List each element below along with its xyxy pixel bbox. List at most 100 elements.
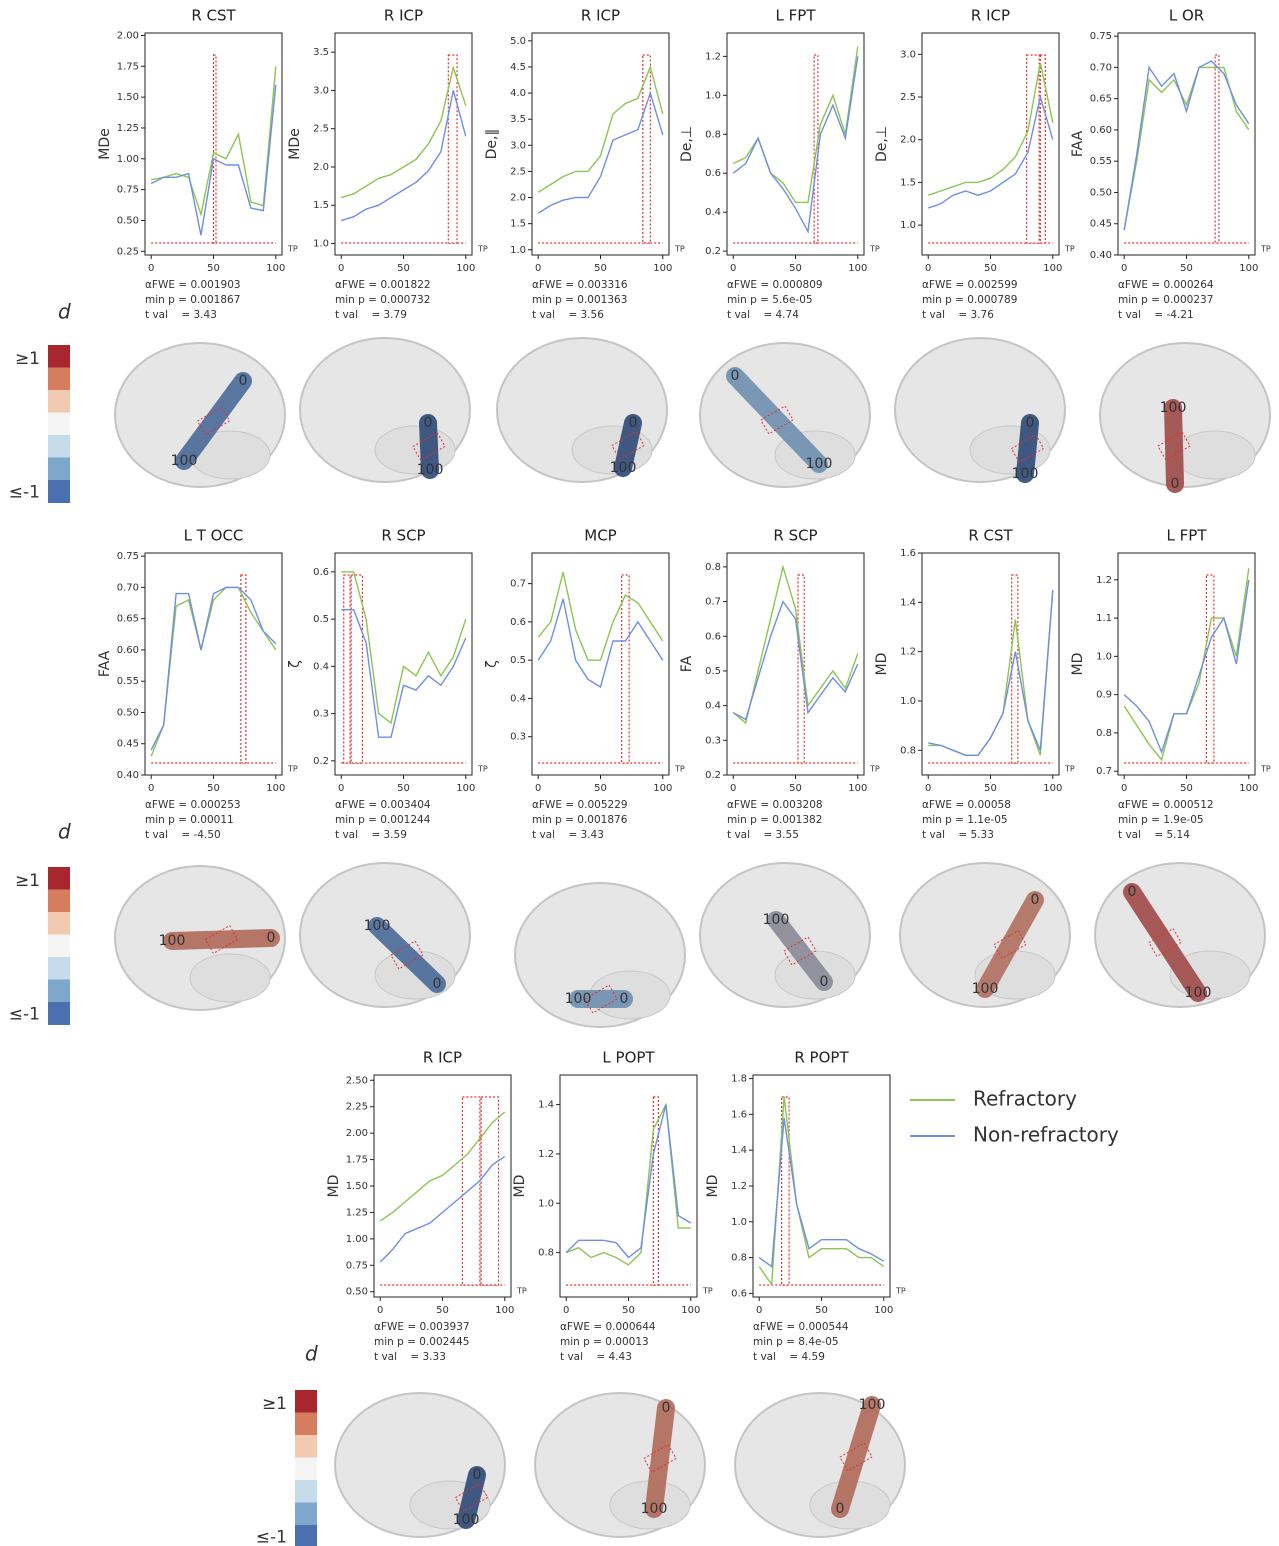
- x-tick-label: 0: [563, 1305, 569, 1316]
- y-tick-label: 3.5: [313, 47, 329, 58]
- x-tick-label: 100: [653, 783, 672, 794]
- y-tick-label: 0.50: [346, 1287, 368, 1298]
- tract-end-label: 0: [629, 415, 638, 431]
- y-tick-label: 0.7: [1096, 766, 1112, 777]
- brain-render: 0 100: [299, 337, 471, 483]
- series-line: [732, 46, 859, 204]
- x-tick-label: 50: [1180, 783, 1193, 794]
- y-tick-label: 2.5: [313, 124, 329, 135]
- series-line: [537, 598, 664, 689]
- tract-end-label: 0: [1171, 476, 1180, 492]
- stat-line: αFWE = 0.000253: [145, 799, 241, 811]
- tract-end-label: 0: [1031, 892, 1040, 908]
- x-axis-label: TP: [702, 1287, 713, 1296]
- line-chart: L POPT MD TP 0.8 1.0 1.2 1.4 0 50 100 αFWE = 0.000…: [512, 1049, 713, 1364]
- stat-line: t val = 4.43: [560, 1351, 632, 1363]
- y-tick-label: 0.65: [1090, 94, 1112, 105]
- stat-line: min p = 0.001382: [727, 814, 822, 826]
- stat-line: t val = -4.21: [1118, 309, 1194, 321]
- colorbar-cell: [295, 1502, 317, 1526]
- y-tick-label: 0.75: [1090, 31, 1112, 42]
- tract-end-label: 100: [565, 991, 592, 1007]
- brain-render: 0 100: [734, 1392, 906, 1538]
- y-tick-label: 1.4: [731, 1145, 747, 1156]
- y-tick-label: 5.0: [510, 36, 526, 47]
- y-tick-label: 3.0: [510, 140, 526, 151]
- line-chart: R ICP MDe TP 1.0 1.5 2.0 2.5 3.0 3.5 0 50 100 αFWE =…: [287, 7, 488, 322]
- y-tick-label: 0.65: [117, 614, 139, 625]
- y-tick-label: 1.5: [510, 219, 526, 230]
- colorbar-cell: [48, 390, 70, 413]
- x-axis-label: TP: [287, 245, 298, 254]
- stat-line: min p = 0.000732: [335, 294, 430, 306]
- y-tick-label: 0.4: [705, 701, 721, 712]
- brain-render: 0 100: [894, 337, 1066, 483]
- significance-box: [783, 936, 817, 966]
- y-axis-label: ζ: [287, 660, 303, 668]
- y-tick-label: 1.25: [346, 1207, 368, 1218]
- tract-end-label: 100: [453, 1512, 480, 1528]
- significant-range: [480, 1096, 500, 1286]
- x-tick-label: 0: [535, 263, 541, 274]
- x-axis-label: TP: [1064, 245, 1075, 254]
- y-tick-label: 0.70: [1090, 62, 1112, 73]
- stat-line: αFWE = 0.005229: [532, 799, 628, 811]
- y-tick-label: 2.00: [346, 1128, 368, 1139]
- x-tick-label: 50: [1180, 263, 1193, 274]
- stat-line: min p = 0.001363: [532, 294, 627, 306]
- colorbar-cell: [48, 412, 70, 436]
- y-tick-label: 0.8: [705, 129, 721, 140]
- significant-range: [621, 574, 630, 764]
- y-tick-label: 2.0: [900, 135, 916, 146]
- brain-lobe: [189, 953, 271, 1003]
- series-line: [340, 90, 467, 222]
- colorbar-cell: [295, 1457, 317, 1481]
- series-line: [151, 66, 277, 218]
- line-chart: R ICP MD TP 0.50 0.75 1.00 1.25 1.50 1.75 2.00 2.2…: [326, 1049, 527, 1364]
- significant-range: [652, 1096, 659, 1286]
- series-line: [928, 589, 1054, 756]
- plot-frame: [921, 552, 1060, 776]
- x-tick-label: 100: [653, 263, 672, 274]
- line-chart: R CST MD TP 0.8 1.0 1.2 1.4 1.6 0 50 100 αFWE = 0.0…: [874, 527, 1075, 842]
- y-tick-label: 0.5: [313, 614, 329, 625]
- series-line: [732, 600, 859, 721]
- y-axis-label: De,⊥: [874, 126, 890, 162]
- y-axis-label: MDe: [97, 128, 113, 159]
- chart-title: R ICP: [971, 7, 1010, 25]
- stat-line: t val = 3.56: [532, 309, 604, 321]
- series-line: [732, 564, 859, 725]
- colorbar-cell: [48, 367, 70, 391]
- significant-range: [1026, 54, 1040, 244]
- line-chart: L FPT MD TP 0.7 0.8 0.9 1.0 1.1 1.2 0 50 100 αFWE = …: [1070, 527, 1271, 842]
- colorbar-cell: [48, 889, 70, 913]
- x-tick-label: 0: [1121, 263, 1127, 274]
- series-line: [1123, 66, 1250, 231]
- legend-label: Non-refractory: [973, 1123, 1119, 1147]
- brain-render: 0 100: [899, 862, 1071, 1008]
- x-axis-label: TP: [1064, 765, 1075, 774]
- x-axis-label: TP: [869, 245, 880, 254]
- y-tick-label: 3.5: [510, 114, 526, 125]
- y-tick-label: 0.70: [117, 582, 139, 593]
- stat-line: t val = 5.14: [1118, 829, 1190, 841]
- y-tick-label: 0.75: [346, 1260, 368, 1271]
- line-chart: L OR FAA TP 0.40 0.45 0.50 0.55 0.60 0.65 0.70 0.7…: [1070, 7, 1271, 322]
- y-tick-label: 0.50: [1090, 187, 1112, 198]
- y-tick-label: 0.75: [117, 551, 139, 562]
- tract: [1164, 399, 1184, 493]
- y-tick-label: 1.50: [117, 92, 139, 103]
- line-chart: L T OCC FAA TP 0.40 0.45 0.50 0.55 0.60 0.65 0.70…: [97, 527, 298, 842]
- series-line: [537, 64, 664, 193]
- y-tick-label: 0.3: [705, 735, 721, 746]
- tract-end-label: 0: [662, 1400, 671, 1416]
- x-axis-label: TP: [869, 765, 880, 774]
- x-tick-label: 100: [266, 783, 285, 794]
- significance-box: [643, 1443, 677, 1474]
- significance-box: [412, 431, 446, 462]
- brain-render: 0 100: [699, 862, 871, 1008]
- stat-line: min p = 0.001876: [532, 814, 628, 826]
- x-tick-label: 0: [338, 783, 344, 794]
- y-tick-label: 2.25: [346, 1102, 368, 1113]
- tract-end-label: 0: [473, 1467, 482, 1483]
